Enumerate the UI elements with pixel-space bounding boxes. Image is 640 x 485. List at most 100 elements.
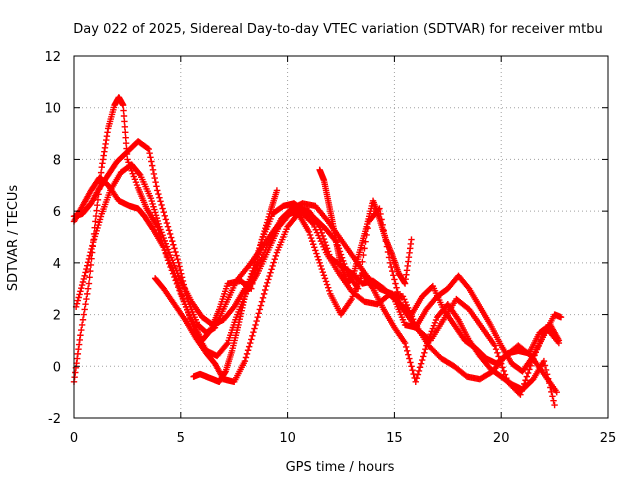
- data-point: [266, 272, 273, 280]
- data-point: [252, 256, 260, 263]
- data-point: [547, 384, 554, 391]
- data-point: [492, 346, 500, 353]
- data-point: [402, 343, 410, 351]
- data-point: [120, 107, 127, 114]
- data-point: [82, 301, 89, 308]
- data-point: [491, 342, 498, 349]
- data-point: [122, 129, 129, 136]
- data-point: [257, 302, 265, 309]
- data-point: [403, 301, 410, 309]
- data-point: [494, 349, 501, 357]
- data-point: [173, 252, 180, 259]
- data-point: [85, 255, 93, 263]
- data-point: [148, 197, 155, 205]
- data-point: [247, 339, 254, 347]
- data-point: [178, 291, 186, 299]
- data-point: [122, 134, 129, 141]
- data-point: [527, 362, 534, 369]
- data-point: [523, 373, 531, 380]
- data-point: [251, 259, 259, 266]
- data-point: [170, 241, 177, 248]
- data-point: [147, 195, 155, 202]
- data-point: [177, 288, 184, 296]
- data-point: [265, 276, 272, 283]
- data-point: [253, 253, 261, 260]
- data-point: [539, 333, 546, 341]
- data-point: [312, 226, 319, 233]
- data-point: [165, 249, 173, 256]
- series-layer: [70, 94, 565, 409]
- data-point: [158, 229, 165, 236]
- data-point: [499, 364, 506, 371]
- data-point: [390, 272, 397, 279]
- data-point: [120, 112, 128, 120]
- data-point: [408, 363, 415, 370]
- data-point: [317, 262, 324, 270]
- x-axis-label: GPS time / hours: [286, 460, 395, 475]
- data-point: [425, 336, 432, 344]
- data-point: [250, 264, 257, 272]
- data-point: [322, 278, 330, 285]
- data-point: [75, 294, 82, 301]
- data-point: [272, 252, 280, 260]
- data-point: [88, 245, 95, 253]
- data-point: [430, 322, 438, 329]
- data-point: [144, 145, 151, 152]
- data-point: [257, 239, 265, 246]
- data-point: [90, 238, 97, 246]
- data-point: [255, 247, 262, 255]
- data-point: [165, 227, 173, 234]
- data-point: [311, 223, 318, 231]
- y-tick-label: 8: [53, 153, 61, 168]
- data-point: [260, 230, 267, 238]
- data-point: [147, 154, 154, 161]
- data-point: [387, 263, 395, 271]
- data-point: [245, 279, 253, 286]
- data-point: [146, 150, 153, 157]
- data-point: [311, 244, 318, 251]
- data-point: [97, 169, 105, 176]
- data-point: [321, 246, 328, 253]
- data-point: [82, 269, 89, 276]
- data-point: [184, 306, 191, 314]
- data-point: [153, 214, 161, 222]
- data-point: [412, 378, 419, 385]
- data-point: [500, 367, 507, 375]
- data-point: [319, 268, 327, 276]
- data-point: [150, 203, 157, 210]
- data-point: [162, 216, 170, 223]
- data-point: [84, 262, 91, 269]
- data-point: [524, 369, 532, 377]
- data-point: [267, 269, 274, 276]
- data-point: [77, 332, 84, 339]
- data-point: [528, 358, 536, 366]
- data-point: [83, 265, 90, 273]
- data-point: [243, 287, 250, 294]
- chart-title: Day 022 of 2025, Sidereal Day-to-day VTE…: [73, 22, 602, 37]
- data-point: [182, 303, 190, 311]
- data-point: [405, 351, 412, 358]
- data-point: [406, 307, 413, 314]
- data-point: [550, 397, 557, 404]
- data-point: [393, 284, 400, 291]
- data-point: [535, 342, 542, 350]
- data-point: [189, 320, 196, 328]
- data-point: [498, 360, 505, 367]
- data-point: [161, 212, 168, 219]
- y-axis-label: SDTVAR / TECUs: [6, 185, 21, 292]
- data-point: [526, 366, 533, 373]
- data-point: [162, 240, 170, 247]
- data-point: [148, 158, 155, 165]
- data-point: [94, 201, 101, 209]
- y-tick-label: -2: [48, 412, 61, 427]
- data-point: [313, 229, 321, 236]
- data-point: [417, 360, 425, 367]
- data-point: [159, 231, 166, 239]
- data-point: [389, 267, 396, 275]
- data-point: [185, 309, 192, 316]
- data-point: [404, 304, 412, 312]
- data-point: [95, 221, 102, 229]
- data-point: [79, 278, 87, 286]
- data-point: [122, 139, 130, 147]
- data-point: [418, 356, 426, 364]
